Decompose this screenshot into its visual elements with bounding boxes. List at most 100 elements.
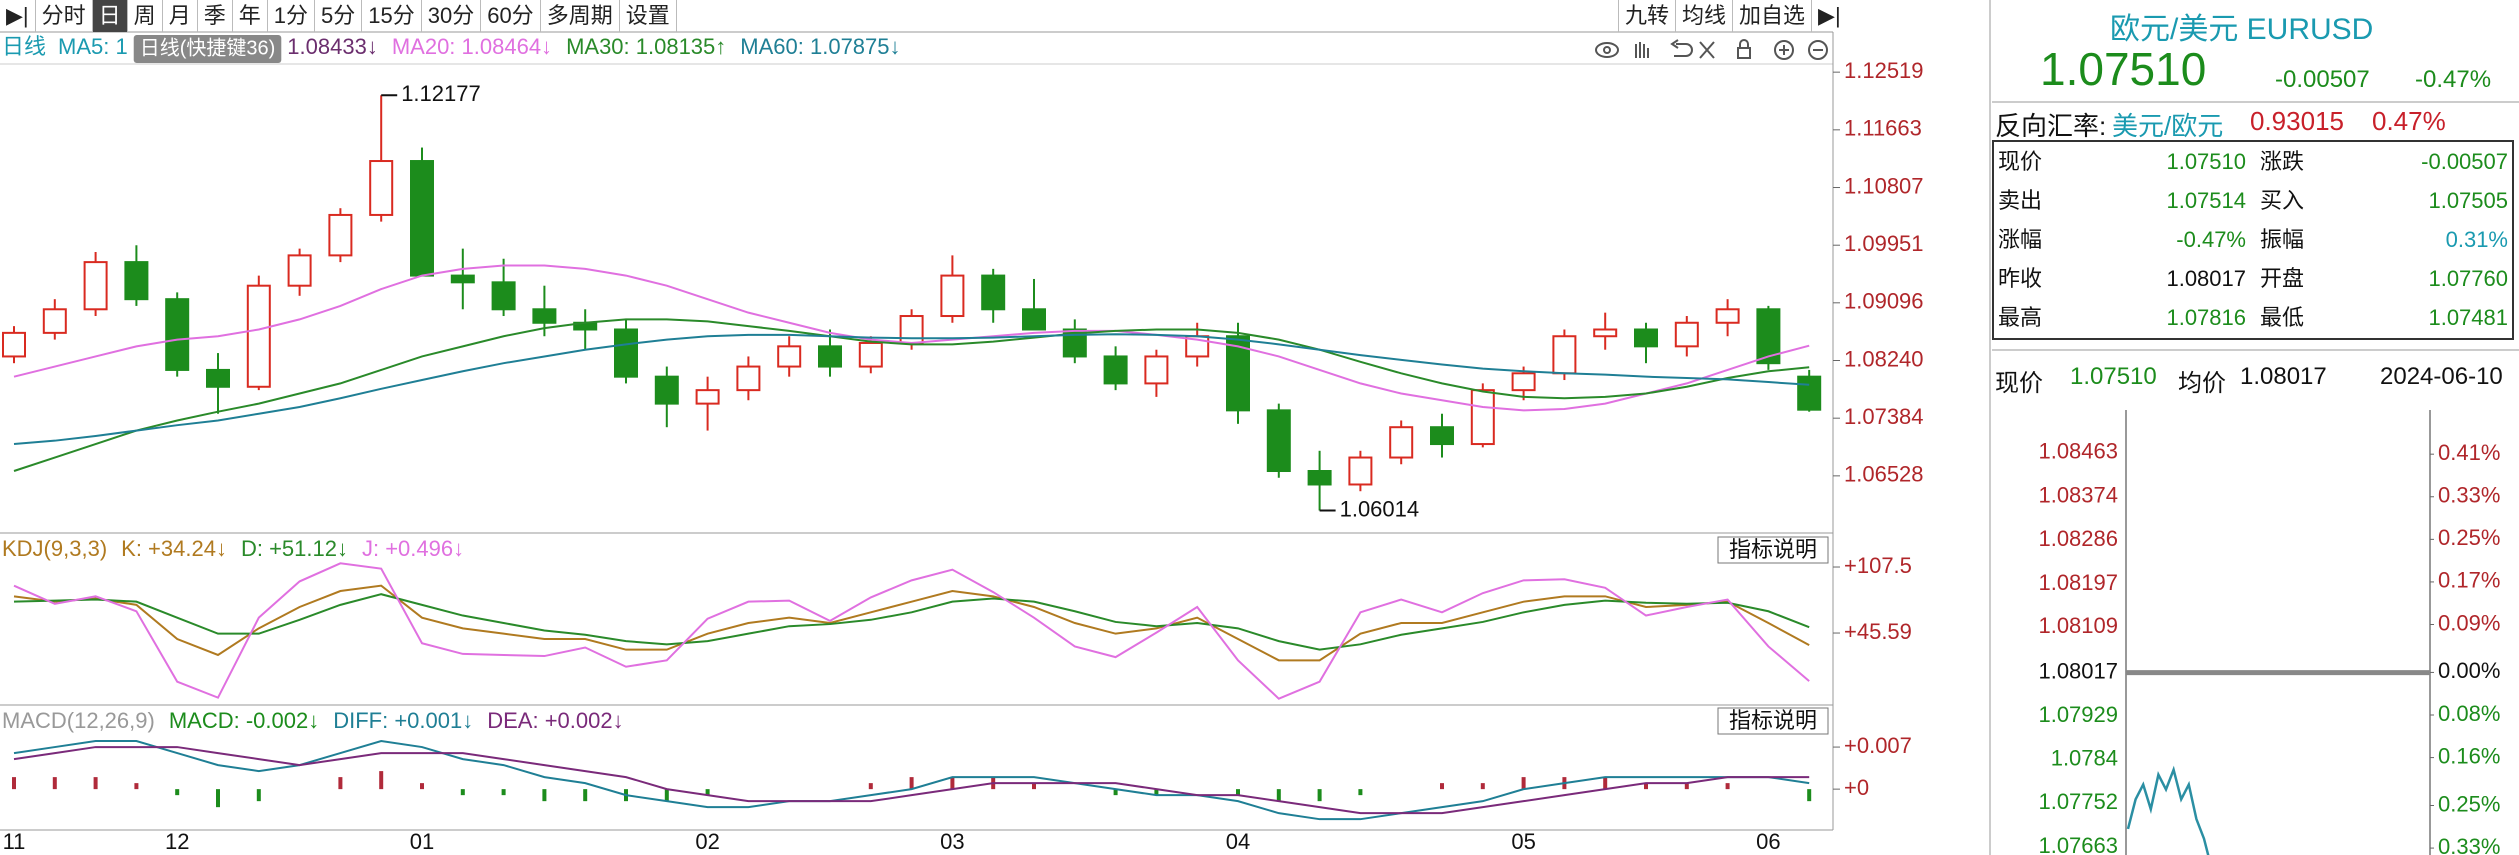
x-tick-label: 01 (410, 829, 434, 854)
macd-bar (175, 789, 180, 796)
macd-bar (1807, 789, 1812, 802)
legend-item: J: +0.496↓ (362, 536, 464, 561)
indicator-button-text[interactable]: 指标说明 (1729, 708, 1817, 733)
legend-period: 日线 (2, 34, 46, 59)
y-tick-label: 1.07384 (1844, 404, 1924, 429)
y-tick-label: 1.07752 (2038, 789, 2118, 814)
toolbar-button[interactable]: 年 (233, 0, 268, 32)
candle-body (736, 365, 761, 392)
macd-bar (1480, 783, 1485, 790)
indicator-button-text[interactable]: 指标说明 (1729, 537, 1817, 562)
x-tick-label: 06 (1756, 829, 1780, 854)
pair-title: 欧元/美元 EURUSD (2110, 13, 2374, 46)
legend-item: MACD: -0.002↓ (169, 708, 319, 733)
toolbar-button[interactable]: 多周期 (541, 0, 620, 32)
change: -0.00507 (2275, 66, 2370, 93)
ma-line (13, 264, 1810, 412)
macd-bar (420, 783, 424, 790)
macd-bar (1154, 789, 1159, 796)
kdj-line (13, 584, 1810, 662)
toolbar-button[interactable]: 15分 (362, 0, 422, 32)
candle-body (940, 274, 965, 318)
toolbar-button[interactable]: 5分 (315, 0, 363, 32)
candle-body (328, 213, 353, 257)
toolbar-right: 九转 均线 加自选 ▶| (1618, 0, 1847, 32)
toolbar-button[interactable]: 均线 (1675, 0, 1732, 32)
legend-item: D: +51.12↓ (241, 536, 348, 561)
toolbar-button[interactable]: 加自选 (1732, 0, 1811, 32)
x-tick-label: 04 (1226, 829, 1250, 854)
macd-bar (1440, 783, 1444, 790)
y-tick-label: +45.59 (1844, 619, 1912, 644)
y2-tick-label: 0.08% (2438, 701, 2500, 726)
toolbar-button[interactable]: 日 (92, 0, 128, 32)
toolbar-icon[interactable]: ▶| (1811, 0, 1847, 32)
footer-label: 现价 (1995, 370, 2043, 397)
macd-line (13, 740, 1810, 821)
y-tick-label: 1.08197 (2038, 570, 2118, 595)
candle-body (1348, 456, 1373, 486)
reverse-label: 反向汇率: (1995, 111, 2107, 141)
toolbar-button[interactable]: 1分 (268, 0, 315, 32)
candle-body (1266, 409, 1291, 473)
candle-body (1511, 372, 1536, 392)
annotation: 1.06014 (1340, 496, 1420, 521)
candle-body (287, 254, 312, 287)
legend-item: K: +34.24↓ (121, 536, 227, 561)
macd-bar (705, 789, 710, 796)
quote-value: -0.00507 (2421, 149, 2508, 174)
indicator-button[interactable] (1717, 536, 1829, 564)
candle-body (1307, 470, 1332, 486)
y2-tick-label: 0.41% (2438, 440, 2500, 465)
macd-bar (1358, 789, 1363, 796)
toolbar-button[interactable]: 分时 (36, 0, 93, 32)
candle-body (450, 274, 475, 284)
candle-body (42, 308, 67, 334)
candle-body (410, 160, 434, 277)
toolbar-icon[interactable]: ▶| (0, 0, 36, 32)
toolbar-button[interactable]: 30分 (422, 0, 482, 32)
macd-bar (909, 777, 914, 790)
toolbar-button[interactable]: 季 (198, 0, 233, 32)
quote-label: 开盘 (2260, 266, 2305, 291)
toolbar-button[interactable]: 设置 (620, 0, 677, 32)
macd-bar (1725, 783, 1730, 790)
candle-body (1634, 328, 1658, 348)
toolbar-button[interactable]: 周 (128, 0, 163, 32)
legend-item: MA5: 1 (58, 34, 128, 59)
candle-body (777, 345, 802, 368)
candle-body (1022, 308, 1046, 331)
candle-body (858, 341, 883, 368)
toolbar-button[interactable]: 月 (163, 0, 198, 32)
quote-row: 昨收 1.08017 开盘 1.07760 (1994, 259, 2512, 298)
macd-bar (542, 789, 547, 802)
macd-bar (868, 783, 873, 790)
candle-body (1552, 335, 1577, 375)
candle-body (1226, 335, 1250, 412)
candle-body (1430, 426, 1454, 446)
y-tick-label: 1.09096 (1844, 289, 1924, 314)
candle-body (2, 331, 26, 358)
legend-item: DIFF: +0.001↓ (333, 708, 473, 733)
y2-tick-label: 0.25% (2438, 791, 2500, 816)
y-tick-label: 1.08240 (1844, 346, 1924, 371)
candle-body (1756, 308, 1781, 365)
quote-label: 涨跌 (2260, 149, 2305, 174)
indicator-title: KDJ(9,3,3) (2, 536, 107, 561)
candle-body (1062, 328, 1087, 358)
reverse-pair[interactable]: 美元/欧元 (2112, 111, 2224, 141)
toolbar-button[interactable]: 九转 (1618, 0, 1675, 32)
toolbar: ▶| 分时日周月季年 1分 5分 15分 30分 60分 多周期 设置 (0, 0, 677, 32)
candle-body (532, 308, 557, 324)
macd-bar (52, 777, 57, 790)
y-tick-label: 1.08109 (2038, 613, 2118, 638)
indicator-title: MACD(12,26,9) (2, 708, 155, 733)
quote-row: 最高 1.07816 最低 1.07481 (1994, 298, 2512, 337)
y-tick-label: 1.06528 (1844, 462, 1924, 487)
candle-body (1674, 321, 1699, 348)
tool-icons[interactable] (1595, 39, 1828, 60)
y-tick-label: 1.07929 (2038, 702, 2118, 727)
indicator-button[interactable] (1717, 707, 1829, 735)
toolbar-button[interactable]: 60分 (481, 0, 541, 32)
macd-bar (501, 789, 506, 796)
